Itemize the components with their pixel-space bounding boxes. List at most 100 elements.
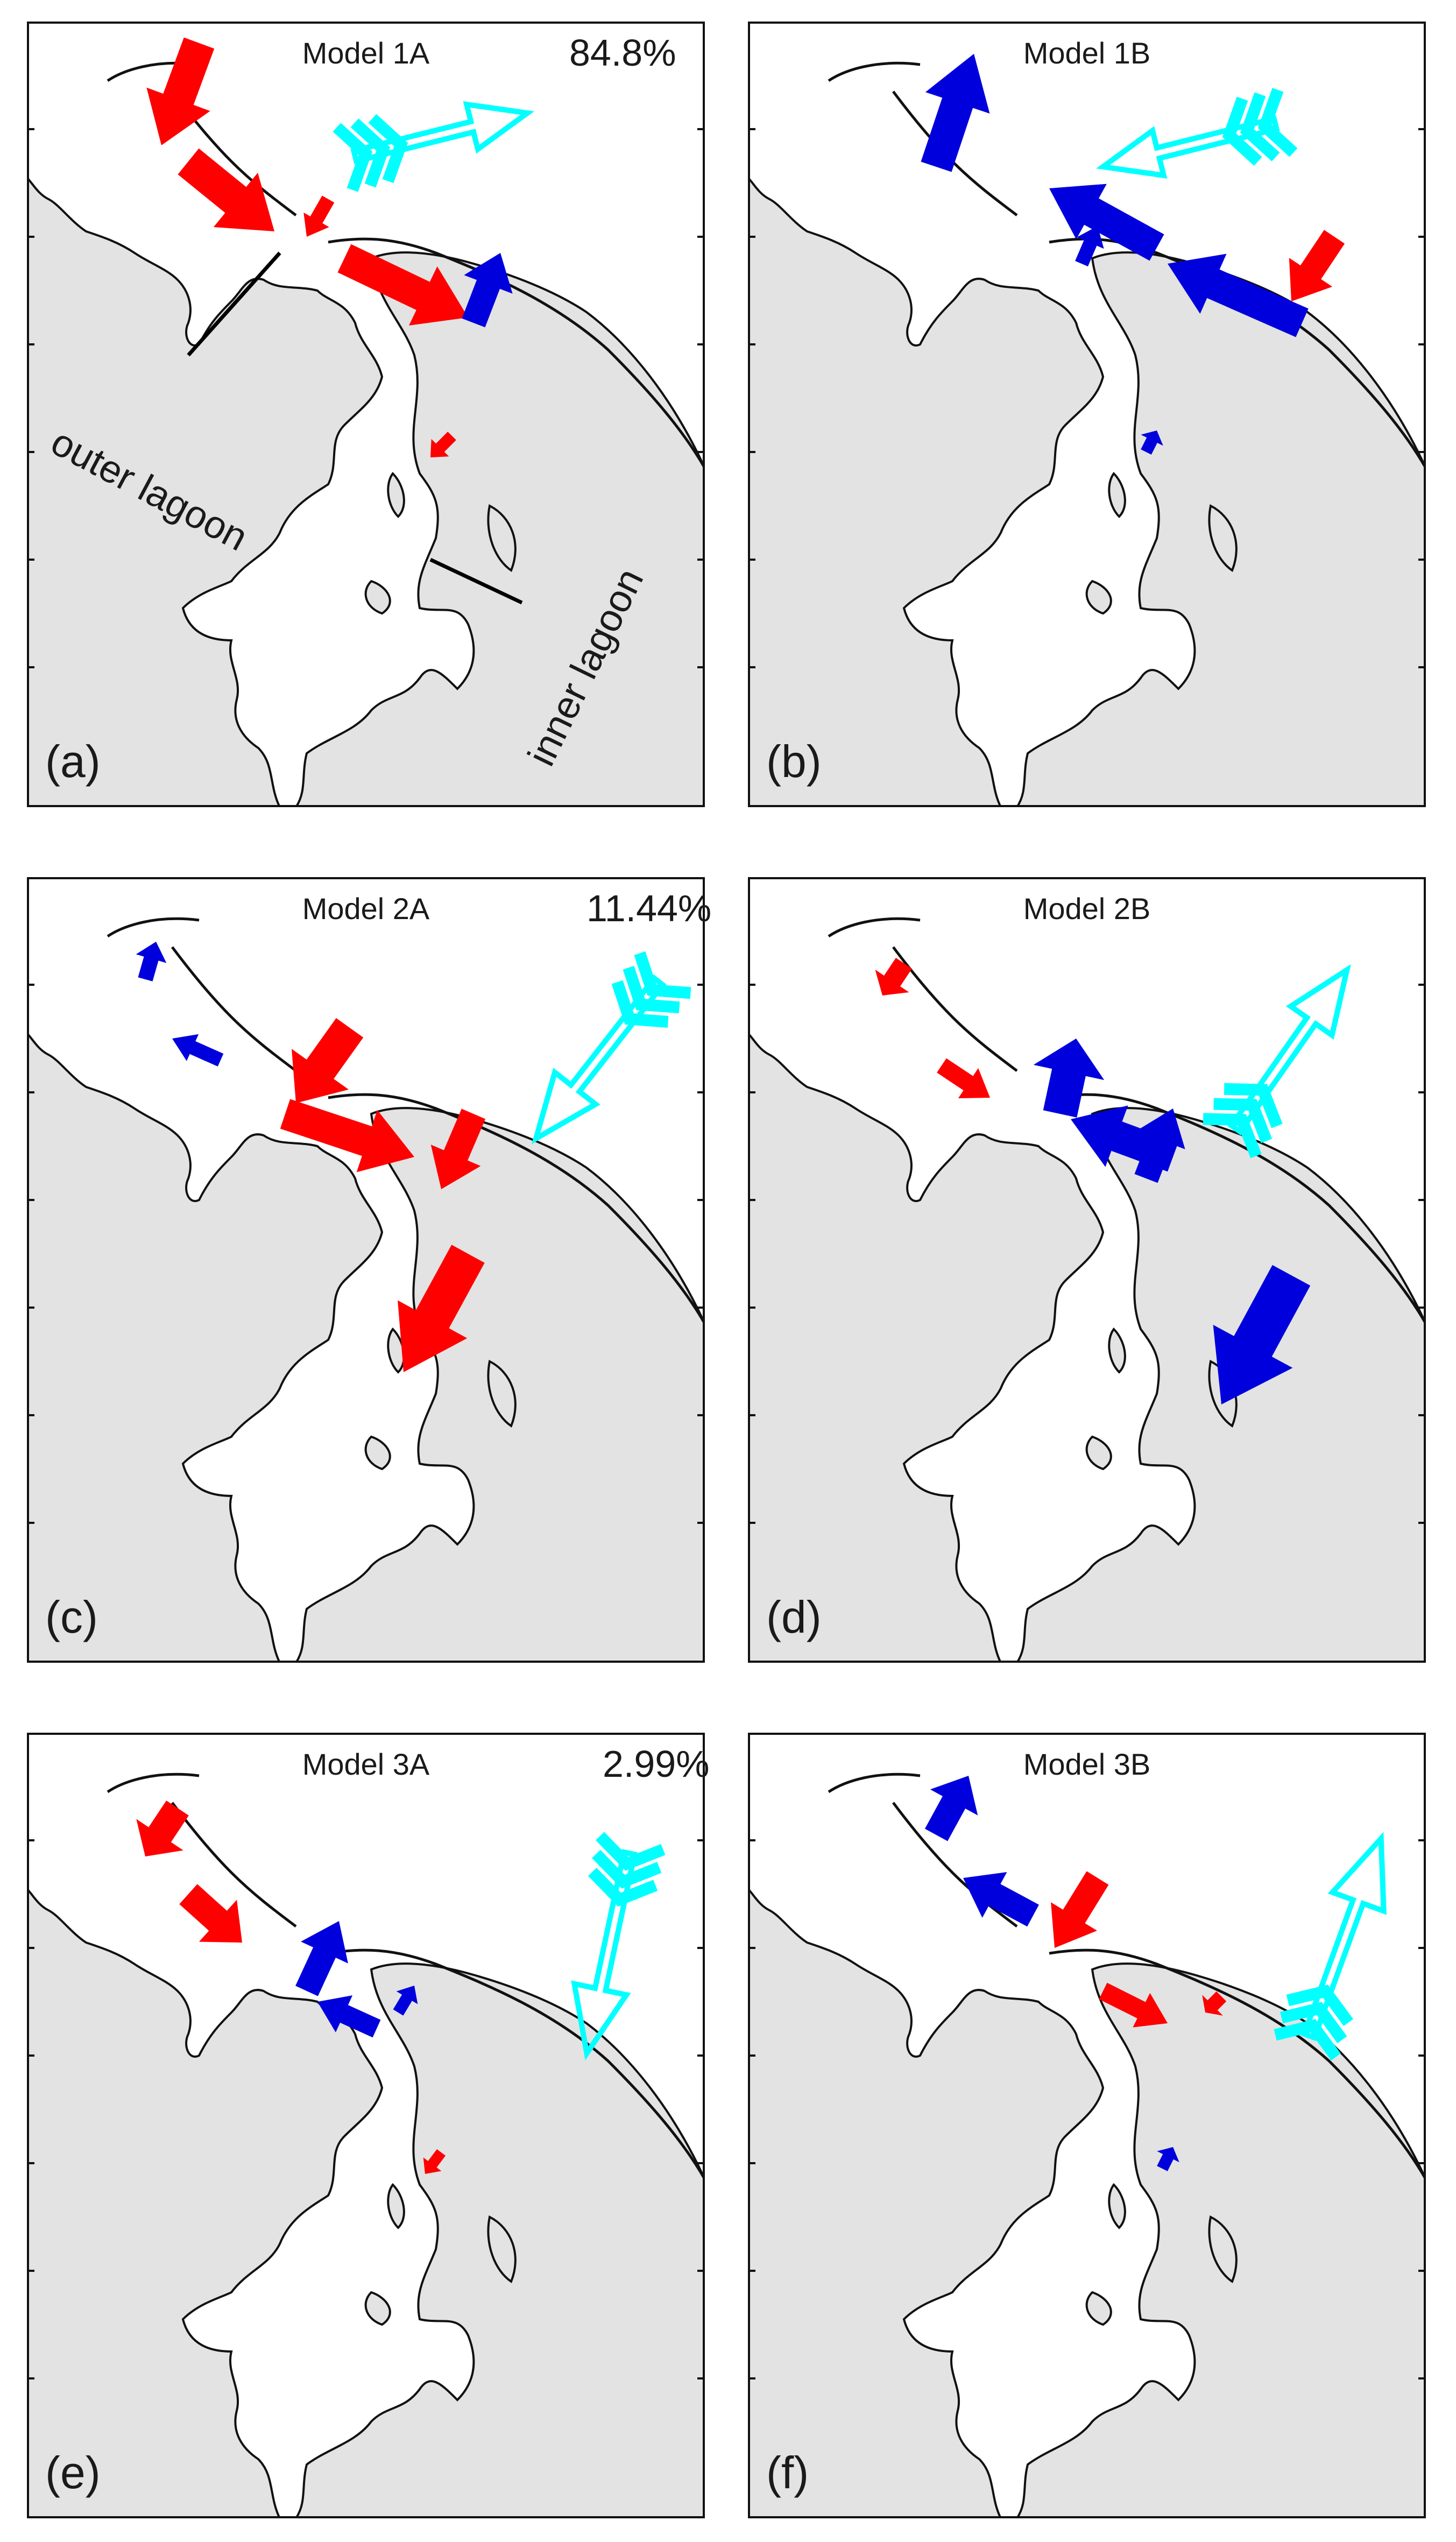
island bbox=[364, 2291, 391, 2326]
panel-f: Model 3B (f) bbox=[748, 1733, 1426, 2518]
outer-lagoon-marker-line bbox=[187, 251, 281, 357]
panel-frame bbox=[748, 877, 1426, 1663]
lagoon-water bbox=[27, 877, 705, 1663]
panel-c: Model 2A 11.44% (c) bbox=[27, 877, 711, 1663]
panel-frame bbox=[27, 877, 705, 1663]
island bbox=[487, 1360, 517, 1428]
island bbox=[387, 471, 405, 518]
barrier-coastline bbox=[107, 1773, 705, 2180]
flux-arrow-red bbox=[136, 1800, 189, 1856]
panel-title: Model 3B bbox=[1023, 1747, 1151, 1781]
island bbox=[1085, 2291, 1112, 2326]
lagoon-water bbox=[748, 1733, 1426, 2518]
island bbox=[387, 1327, 405, 1374]
wind-arrow-icon bbox=[571, 1832, 666, 2060]
panel-frame bbox=[27, 22, 705, 807]
island bbox=[487, 504, 517, 573]
island bbox=[364, 1435, 391, 1471]
flux-arrow-red bbox=[875, 958, 912, 995]
flux-arrow-red bbox=[179, 1884, 242, 1943]
flux-arrow-red bbox=[1099, 1982, 1168, 2028]
flux-arrow-red bbox=[337, 244, 468, 326]
flux-arrow-blue bbox=[921, 54, 990, 172]
map-e bbox=[27, 1733, 705, 2518]
inner-lagoon-marker-line bbox=[429, 557, 523, 605]
flux-arrow-red bbox=[303, 195, 335, 237]
wind-arrow-icon bbox=[333, 101, 534, 192]
flux-arrow-blue bbox=[462, 253, 513, 328]
lagoon-water bbox=[27, 1733, 705, 2518]
map-c bbox=[27, 877, 705, 1663]
wind-arrow-icon bbox=[1274, 1832, 1387, 2061]
island bbox=[1108, 1327, 1126, 1374]
flux-arrow-red bbox=[280, 1099, 414, 1173]
flux-arrow-blue bbox=[1168, 253, 1309, 337]
panel-title: Model 1B bbox=[1023, 36, 1151, 70]
flux-arrow-red bbox=[1051, 1871, 1109, 1948]
flux-arrow-blue bbox=[393, 1986, 418, 2016]
flux-arrow-red bbox=[398, 1245, 485, 1372]
wind-arrow-icon bbox=[531, 951, 691, 1145]
panel-letter: (c) bbox=[45, 1592, 98, 1642]
panel-frame bbox=[748, 22, 1426, 807]
map-f bbox=[748, 1733, 1426, 2518]
map-d bbox=[748, 877, 1426, 1663]
panel-percent: 11.44% bbox=[586, 887, 712, 929]
panel-title: Model 2A bbox=[302, 892, 430, 926]
panel-letter: (a) bbox=[45, 736, 101, 787]
flux-arrow-blue bbox=[1033, 1039, 1105, 1118]
flux-arrow-red bbox=[423, 2149, 446, 2174]
panel-a: Model 1A 84.8% (a) outer lagoon inner la… bbox=[27, 22, 705, 807]
flux-arrow-blue bbox=[1134, 1108, 1185, 1183]
lagoon-water bbox=[27, 22, 705, 807]
island bbox=[1208, 504, 1238, 573]
barrier-coastline bbox=[828, 1773, 1426, 2180]
panel-title: Model 3A bbox=[302, 1747, 430, 1781]
panel-frame bbox=[748, 1733, 1426, 2518]
wind-arrow-icon bbox=[1096, 88, 1298, 179]
wind-arrow-icon bbox=[1203, 964, 1351, 1159]
panel-letter: (f) bbox=[766, 2447, 809, 2498]
flux-arrow-blue bbox=[172, 1034, 224, 1067]
panel-letter: (e) bbox=[45, 2447, 101, 2498]
flux-arrow-blue bbox=[1141, 430, 1163, 455]
panel-d: Model 2B (d) bbox=[748, 877, 1426, 1663]
barrier-coastline bbox=[107, 917, 705, 1325]
panel-percent: 2.99% bbox=[603, 1743, 710, 1785]
island bbox=[1208, 2215, 1238, 2284]
flux-arrow-red bbox=[178, 148, 274, 231]
flux-arrow-red bbox=[292, 1018, 364, 1103]
flux-arrow-blue bbox=[1075, 226, 1104, 267]
island bbox=[364, 580, 391, 615]
flux-arrow-blue bbox=[1213, 1265, 1311, 1404]
lagoon-water bbox=[748, 22, 1426, 807]
flux-arrow-blue bbox=[317, 1995, 381, 2038]
panel-letter: (b) bbox=[766, 736, 822, 787]
panel-b: Model 1B (b) bbox=[748, 22, 1426, 807]
panel-letter: (d) bbox=[766, 1592, 822, 1642]
flux-arrow-blue bbox=[1157, 2147, 1179, 2171]
flux-arrow-red bbox=[1202, 1991, 1227, 2016]
map-a bbox=[27, 22, 705, 807]
flux-arrow-red bbox=[1289, 230, 1345, 301]
panel-percent: 84.8% bbox=[569, 32, 676, 74]
flux-arrow-red bbox=[937, 1058, 990, 1098]
panel-e: Model 3A 2.99% (e) bbox=[27, 1733, 709, 2518]
panel-title: Model 2B bbox=[1023, 892, 1151, 926]
panel-frame bbox=[27, 1733, 705, 2518]
flux-arrow-blue bbox=[1049, 183, 1164, 261]
lagoon-water bbox=[748, 877, 1426, 1663]
flux-arrow-blue bbox=[295, 1921, 348, 1996]
island bbox=[1108, 471, 1126, 518]
island bbox=[387, 2183, 405, 2229]
flux-arrow-red bbox=[430, 432, 456, 457]
flux-arrow-red bbox=[430, 1108, 486, 1189]
flux-arrow-blue bbox=[136, 942, 167, 982]
island bbox=[1085, 1435, 1112, 1471]
island bbox=[487, 2215, 517, 2284]
island bbox=[1108, 2183, 1126, 2229]
island bbox=[1085, 580, 1112, 615]
flux-arrow-blue bbox=[963, 1872, 1039, 1927]
flux-arrow-red bbox=[146, 37, 215, 145]
map-b bbox=[748, 22, 1426, 807]
